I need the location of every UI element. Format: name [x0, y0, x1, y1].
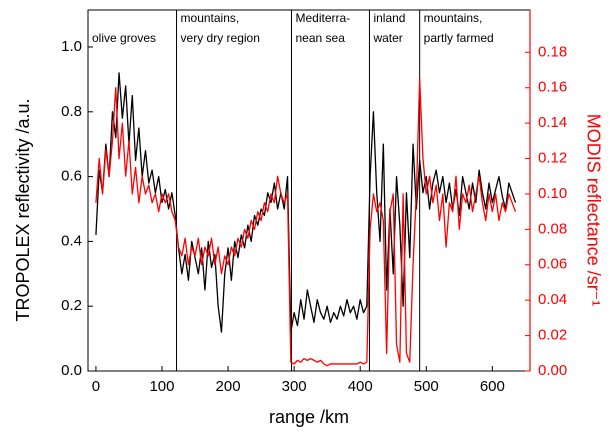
- y-tick-label: 1.0: [61, 38, 82, 55]
- region-label: inland: [373, 11, 405, 25]
- y2-tick-label: 0.16: [538, 79, 567, 96]
- region-label: mountains,: [424, 11, 483, 25]
- y2-tick-label: 0.10: [538, 185, 567, 202]
- y-tick-label: 0.6: [61, 168, 82, 185]
- y2-tick-label: 0.00: [538, 362, 567, 379]
- x-tick-label: 100: [149, 378, 174, 395]
- x-tick-label: 200: [216, 378, 241, 395]
- x-tick-label: 300: [282, 378, 307, 395]
- y-axis-title: TROPOLEX reflectivity /a.u.: [13, 98, 33, 321]
- data-line: [95, 72, 517, 333]
- region-label: nean sea: [295, 31, 345, 45]
- y2-tick-label: 0.14: [538, 114, 567, 131]
- y2-tick-label: 0.18: [538, 43, 567, 60]
- y-tick-label: 0.4: [61, 232, 82, 249]
- region-label: water: [372, 31, 402, 45]
- x-tick-label: 500: [414, 378, 439, 395]
- y2-tick-label: 0.06: [538, 256, 567, 273]
- x-tick-label: 400: [348, 378, 373, 395]
- plot-frame: [87, 9, 531, 372]
- data-line: [95, 78, 517, 367]
- region-label: Mediterra-: [295, 11, 350, 25]
- y2-axis-title: MODIS reflectance /sr⁻¹: [583, 114, 603, 307]
- region-label: olive groves: [92, 31, 156, 45]
- x-tick-label: 600: [480, 378, 505, 395]
- region-label: very dry region: [181, 31, 260, 45]
- region-label: partly farmed: [424, 31, 494, 45]
- y-tick-label: 0.0: [61, 362, 82, 379]
- x-tick-label: 0: [92, 378, 100, 395]
- y2-tick-label: 0.08: [538, 220, 567, 237]
- y-tick-label: 0.8: [61, 103, 82, 120]
- y2-tick-label: 0.02: [538, 327, 567, 344]
- y-tick-label: 0.2: [61, 297, 82, 314]
- region-label: mountains,: [181, 11, 240, 25]
- y2-tick-label: 0.04: [538, 291, 567, 308]
- y2-tick-label: 0.12: [538, 150, 567, 167]
- x-axis-title: range /km: [269, 407, 349, 427]
